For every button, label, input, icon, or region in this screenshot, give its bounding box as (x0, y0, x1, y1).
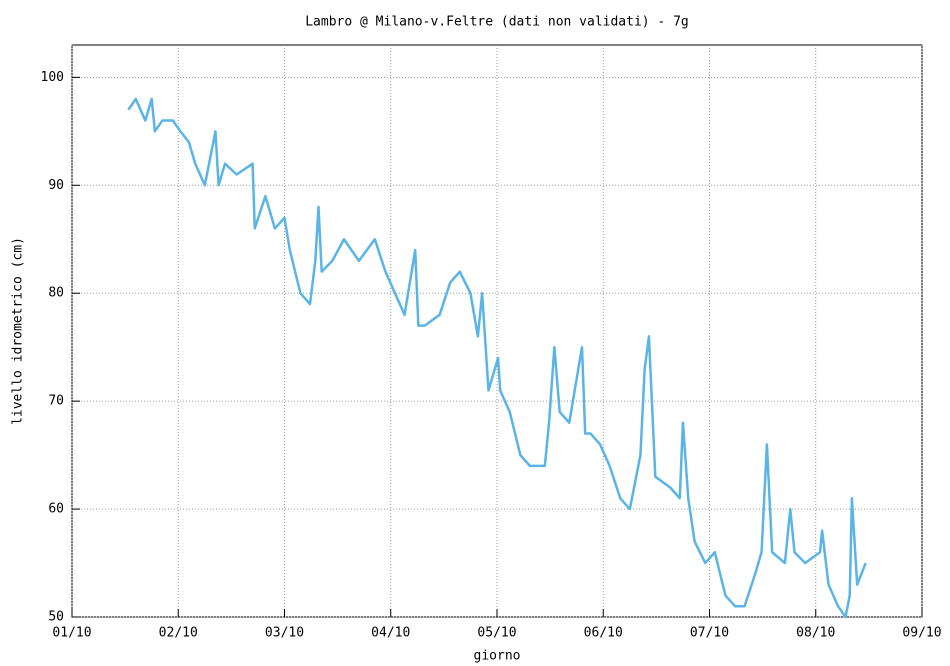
x-axis-label: giorno (474, 649, 521, 664)
y-tick-label: 80 (48, 286, 64, 301)
y-tick-label: 100 (41, 70, 64, 85)
x-tick-label: 07/10 (690, 626, 729, 641)
chart-title: Lambro @ Milano-v.Feltre (dati non valid… (305, 15, 689, 30)
y-tick-label: 90 (48, 178, 64, 193)
y-tick-label: 50 (48, 610, 64, 625)
x-tick-label: 04/10 (371, 626, 410, 641)
y-axis-label: livello idrometrico (cm) (11, 237, 26, 425)
y-tick-label: 60 (48, 502, 64, 517)
data-line (127, 97, 867, 619)
x-tick-label: 01/10 (52, 626, 91, 641)
x-tick-label: 08/10 (796, 626, 835, 641)
x-tick-label: 02/10 (159, 626, 198, 641)
x-tick-label: 05/10 (477, 626, 516, 641)
x-tick-label: 09/10 (902, 626, 941, 641)
x-tick-label: 03/10 (265, 626, 304, 641)
y-tick-label: 70 (48, 394, 64, 409)
x-tick-label: 06/10 (584, 626, 623, 641)
